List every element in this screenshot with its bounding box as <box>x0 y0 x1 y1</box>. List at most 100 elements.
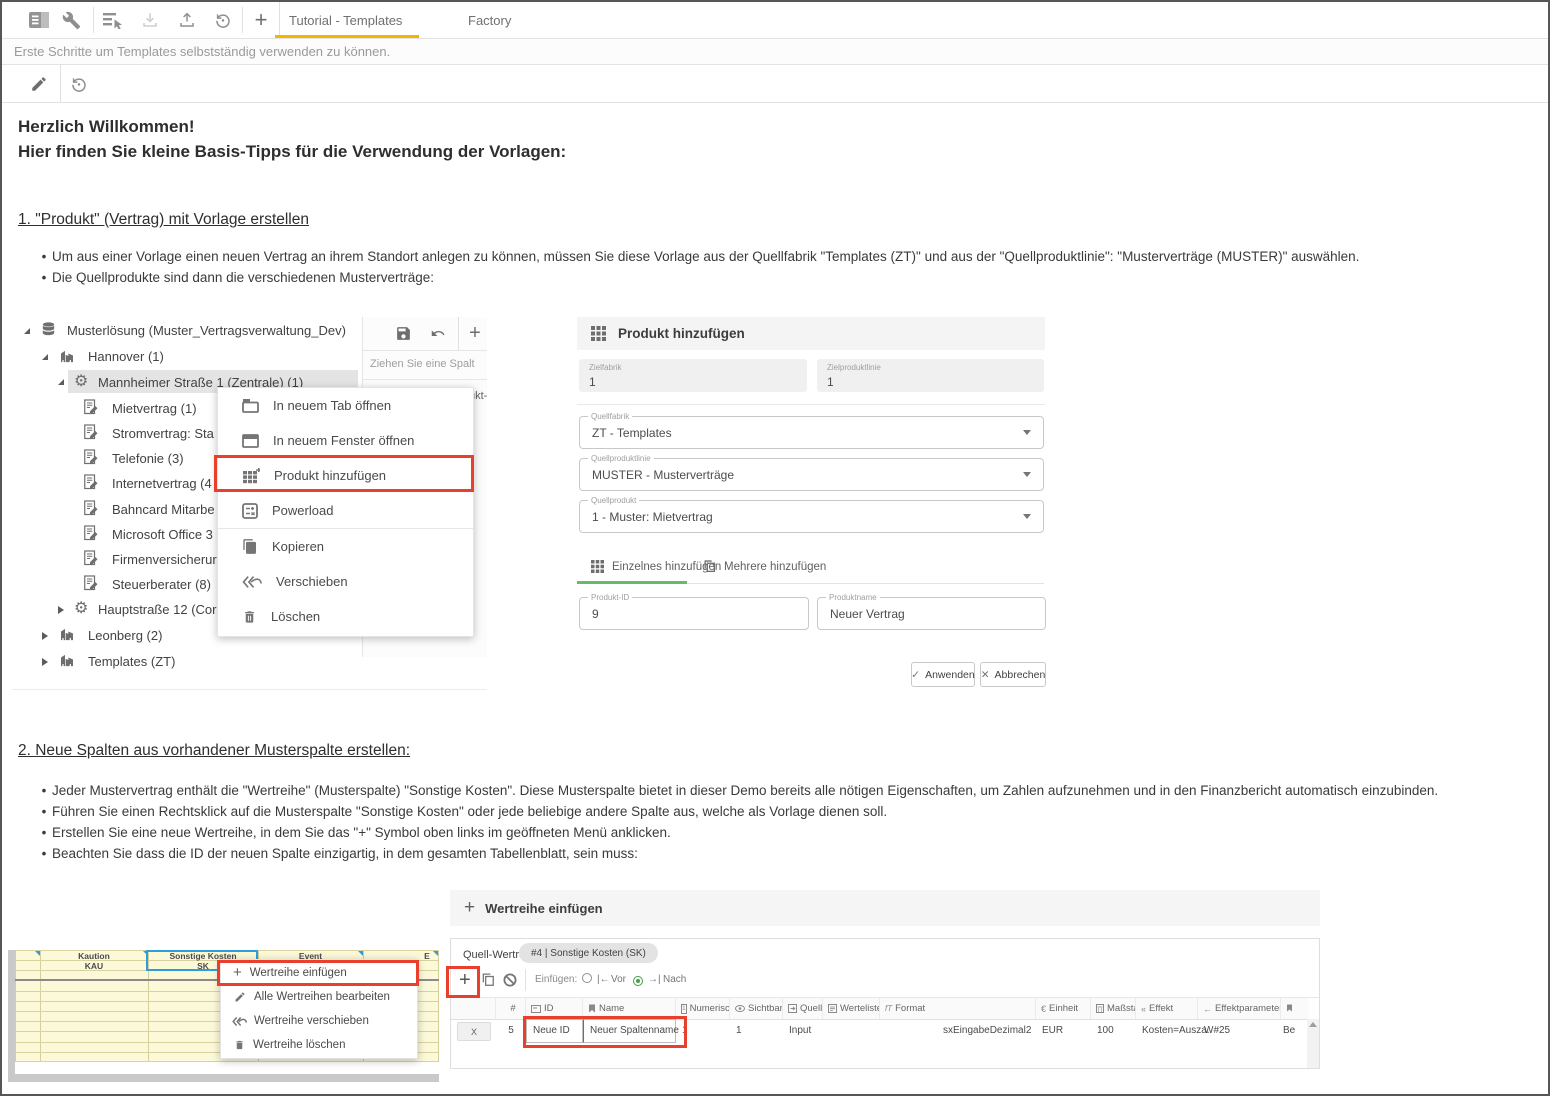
menu-item-add-product[interactable]: Produkt hinzufügen <box>218 458 473 493</box>
produktname-field[interactable]: Produktname Neuer Vertrag <box>817 593 1046 630</box>
tree-item[interactable]: Firmenversicherur <box>112 552 217 567</box>
column-header[interactable]: Event <box>298 951 323 961</box>
tree-item[interactable]: Mannheimer Straße 1 (Zentrale) (1) <box>98 375 304 390</box>
remove-row-button[interactable]: X <box>457 1022 491 1041</box>
cell-unit[interactable]: EUR <box>1042 1025 1064 1036</box>
menu-item-insert-series[interactable]: + Wertreihe einfügen <box>233 964 347 981</box>
save-icon[interactable] <box>391 317 415 350</box>
cell-name[interactable]: Neuer Spaltenname <box>583 1019 679 1043</box>
column-header[interactable]: E <box>424 951 430 961</box>
cell-effect-param[interactable]: W#25 <box>1204 1025 1231 1036</box>
edit-pencil-icon[interactable] <box>26 65 52 102</box>
col-index[interactable]: # <box>496 998 526 1019</box>
column-header[interactable]: Sonstige Kosten <box>169 951 237 961</box>
menu-item-delete-series[interactable]: Wertreihe löschen <box>221 1033 417 1057</box>
radio-before-label: Vor <box>611 974 627 985</box>
collapse-arrow[interactable] <box>42 632 48 640</box>
collapse-arrow[interactable] <box>58 606 64 614</box>
sheet-context-menu: + Wertreihe einfügen Alle Wertreihen bea… <box>220 959 418 1059</box>
col-valuelist[interactable]: Werteliste <box>823 998 880 1019</box>
cell-visible[interactable]: 1 <box>736 1025 742 1036</box>
vertical-scrollbar[interactable] <box>1307 1019 1319 1068</box>
cell-id[interactable]: Neue ID <box>526 1019 583 1043</box>
menu-item-delete[interactable]: Löschen <box>218 599 473 634</box>
cell-source[interactable]: Input <box>789 1025 812 1036</box>
apply-rules-icon[interactable] <box>100 2 126 38</box>
col-name[interactable]: Name <box>583 998 676 1019</box>
history-icon[interactable] <box>66 65 92 102</box>
tree-item[interactable]: Internetvertrag (4 <box>112 476 212 491</box>
col-numeric[interactable]: 1Numerisch <box>676 998 730 1019</box>
dialog-title: Produkt hinzufügen <box>618 326 745 341</box>
collapse-arrow[interactable] <box>42 658 48 666</box>
cell-numeric[interactable]: 1 <box>682 1025 688 1036</box>
col-visible[interactable]: Sichtbarke <box>730 998 783 1019</box>
tab-factory[interactable]: Factory <box>468 12 512 28</box>
col-extra[interactable] <box>1281 998 1309 1019</box>
quellprodukt-select[interactable]: Quellprodukt 1 - Muster: Mietvertrag <box>579 496 1044 533</box>
add-tab-icon[interactable]: + <box>254 7 268 32</box>
col-effect[interactable]: «Effekt <box>1136 998 1198 1019</box>
block-icon[interactable] <box>503 973 517 987</box>
col-id[interactable]: ID <box>526 998 583 1019</box>
expand-arrow[interactable] <box>24 328 30 334</box>
tree-item[interactable]: Mietvertrag (1) <box>112 401 197 416</box>
produkt-id-field[interactable]: Produkt-ID 9 <box>579 593 809 630</box>
cancel-button[interactable]: ✕ Abbrechen <box>980 662 1046 687</box>
tree-item[interactable]: Musterlösung (Muster_Vertragsverwaltung_… <box>67 323 346 338</box>
tab-add-single[interactable]: Einzelnes hinzufügen <box>591 560 721 573</box>
cell-scale[interactable]: 100 <box>1097 1025 1114 1036</box>
menu-item-open-tab[interactable]: In neuem Tab öffnen <box>218 388 473 423</box>
menu-item-copy[interactable]: Kopieren <box>218 529 473 564</box>
tree-item[interactable]: Leonberg (2) <box>88 628 163 643</box>
arrow-left-icon: ← <box>1203 1003 1212 1014</box>
menu-item-edit-all-series[interactable]: Alle Wertreihen bearbeiten <box>221 985 417 1009</box>
expand-arrow[interactable] <box>42 354 48 360</box>
upload-icon[interactable] <box>174 2 200 38</box>
tree-context-menu: In neuem Tab öffnen In neuem Fenster öff… <box>217 387 474 637</box>
radio-after[interactable] <box>633 976 643 986</box>
apply-button[interactable]: ✓ Anwenden <box>911 662 975 687</box>
tree-item[interactable]: Microsoft Office 3 <box>112 527 213 542</box>
wrench-icon[interactable] <box>58 2 84 38</box>
tree-item[interactable]: Hauptstraße 12 (Cor <box>98 602 217 617</box>
bookmark-icon <box>588 1004 596 1013</box>
col-unit[interactable]: € Einheit <box>1036 998 1091 1019</box>
cell-extra[interactable]: Be <box>1283 1025 1296 1036</box>
tree-item[interactable]: Steuerberater (8) <box>112 577 211 592</box>
col-source[interactable]: Quelle <box>783 998 823 1019</box>
tree-item[interactable]: Hannover (1) <box>88 349 164 364</box>
undo-icon[interactable] <box>426 317 450 350</box>
card-icon <box>531 1004 541 1013</box>
download-icon[interactable] <box>137 2 163 38</box>
history-icon[interactable] <box>210 2 236 38</box>
menu-item-open-window[interactable]: In neuem Fenster öffnen <box>218 423 473 458</box>
menu-item-move-series[interactable]: Wertreihe verschieben <box>221 1009 417 1033</box>
col-format[interactable]: fT Format <box>880 998 1036 1019</box>
quellfabrik-select[interactable]: Quellfabrik ZT - Templates <box>579 412 1044 449</box>
add-icon[interactable]: + <box>469 322 481 344</box>
menu-item-powerload[interactable]: Powerload <box>218 493 473 528</box>
col-effect-param[interactable]: ← Effektparameter <box>1198 998 1281 1019</box>
tab-add-multiple[interactable]: Mehrere hinzufügen <box>703 560 826 573</box>
tab-tutorial-templates[interactable]: Tutorial - Templates <box>289 12 403 28</box>
tree-item[interactable]: Telefonie (3) <box>112 451 184 466</box>
quellproduktlinie-select[interactable]: Quellproduktlinie MUSTER - Musterverträg… <box>579 454 1044 491</box>
cell-effect[interactable]: Kosten=Ausza.. <box>1142 1025 1213 1036</box>
cell-format[interactable]: sxEingabeDezimal2 <box>943 1025 1032 1036</box>
scroll-up-arrow[interactable] <box>1309 1022 1317 1027</box>
tree-item[interactable]: Bahncard Mitarbe <box>112 502 215 517</box>
menu-item-move[interactable]: Verschieben <box>218 564 473 599</box>
panel-icon[interactable] <box>26 2 52 38</box>
tree-item[interactable]: Stromvertrag: Sta <box>112 426 214 441</box>
section1-title: 1. "Produkt" (Vertrag) mit Vorlage erste… <box>18 211 309 228</box>
column-header[interactable]: Kaution <box>78 951 110 961</box>
add-series-icon[interactable]: + <box>459 969 471 991</box>
radio-before[interactable] <box>582 973 592 983</box>
effect-icon: « <box>1141 1003 1147 1014</box>
source-series-chip[interactable]: #4 | Sonstige Kosten (SK) <box>519 943 658 963</box>
duplicate-icon[interactable] <box>481 973 495 987</box>
expand-arrow[interactable] <box>58 379 64 385</box>
tree-item[interactable]: Templates (ZT) <box>88 654 176 669</box>
col-scale[interactable]: Maßsta <box>1091 998 1136 1019</box>
